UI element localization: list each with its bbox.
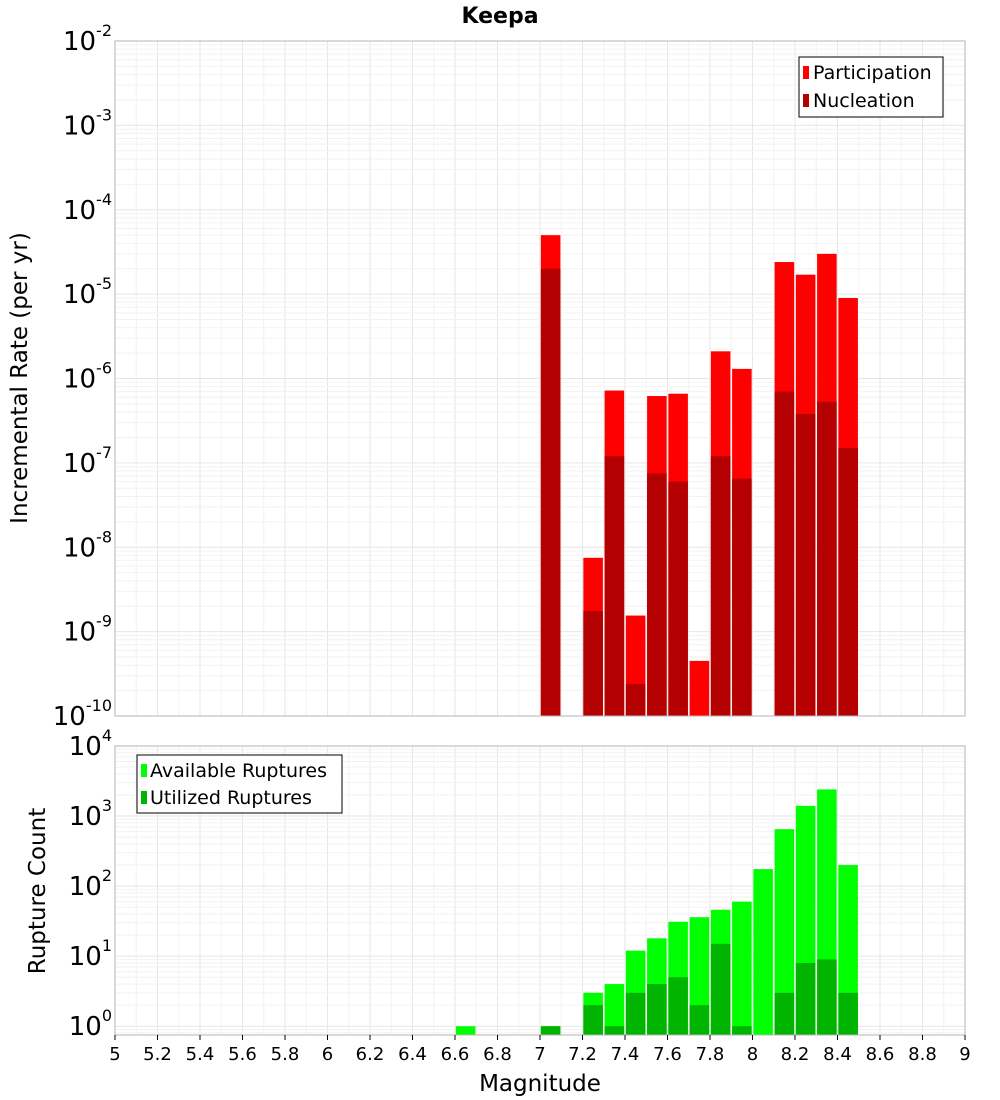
y-tick-label: 10-4: [63, 190, 112, 226]
utilized-ruptures-legend-swatch: [141, 791, 147, 804]
y-tick-label: 100: [69, 1006, 112, 1042]
utilized-ruptures-bar: [838, 992, 858, 1035]
utilized-ruptures-bar: [604, 1026, 625, 1035]
participation-legend-swatch: [803, 66, 809, 79]
rate-bars: [540, 235, 858, 716]
rupture-count-panel: 104 103 102 101 100 5 5.2 5.4 5.6 5.8 6 6.2 6.4 6.6 6…: [25, 726, 971, 1097]
y-tick-label: 103: [69, 796, 112, 832]
utilized-ruptures-bar: [668, 977, 688, 1035]
available-ruptures-bar: [604, 984, 625, 1035]
available-ruptures-bar: [455, 1026, 476, 1035]
magnitude-x-ticks: 5 5.2 5.4 5.6 5.8 6 6.2 6.4 6.6 6.8 7 7.2 7.4 7.6 7.8 8…: [109, 1035, 971, 1065]
rate-y-axis-label: Incremental Rate (per yr): [7, 232, 33, 524]
x-tick-label: 6.8: [483, 1044, 512, 1065]
utilized-ruptures-legend-label: Utilized Ruptures: [150, 787, 312, 809]
x-tick-label: 5.8: [271, 1044, 300, 1065]
y-tick-label: 10-8: [63, 527, 112, 563]
x-tick-label: 6: [322, 1044, 333, 1065]
x-tick-label: 8.2: [781, 1044, 810, 1065]
y-tick-label: 10-2: [63, 21, 112, 57]
utilized-ruptures-bar: [689, 1005, 710, 1035]
utilized-ruptures-bar: [817, 959, 837, 1035]
nucleation-bar: [817, 401, 837, 716]
nucleation-bar: [647, 473, 667, 716]
y-tick-label: 104: [69, 726, 112, 762]
x-tick-label: 6.4: [398, 1044, 427, 1065]
utilized-ruptures-bar: [625, 992, 646, 1035]
x-tick-label: 8: [747, 1044, 758, 1065]
rupture-y-ticks: 104 103 102 101 100: [69, 726, 112, 1042]
x-tick-label: 6.2: [356, 1044, 385, 1065]
participation-legend-label: Participation: [813, 62, 932, 84]
y-tick-label: 10-7: [63, 443, 112, 479]
rupture-bars: [455, 789, 858, 1035]
available-ruptures-legend-label: Available Ruptures: [150, 760, 327, 782]
rate-legend: Participation Nucleation: [798, 56, 944, 118]
rate-panel: 10-2 10-3 10-4 10-5 10-6 10-7 10-8 10-9 10-10 In…: [7, 21, 966, 732]
y-tick-label: 10-9: [63, 612, 112, 648]
x-tick-label: 6.6: [441, 1044, 470, 1065]
nucleation-bar: [604, 456, 625, 716]
nucleation-bar: [795, 413, 816, 716]
chart-title: Keepa: [461, 4, 538, 29]
x-tick-label: 7.4: [611, 1044, 640, 1065]
available-ruptures-bar: [774, 829, 795, 1035]
y-tick-label: 102: [69, 866, 112, 902]
utilized-ruptures-bar: [710, 943, 731, 1035]
nucleation-bar: [732, 478, 752, 716]
y-tick-label: 10-10: [53, 696, 112, 732]
rupture-legend: Available Ruptures Utilized Ruptures: [136, 754, 343, 814]
available-ruptures-bar: [753, 869, 773, 1035]
y-tick-label: 10-6: [63, 359, 112, 395]
nucleation-bar: [625, 683, 646, 716]
x-tick-label: 7.6: [653, 1044, 682, 1065]
x-tick-label: 9: [959, 1044, 970, 1065]
nucleation-legend-label: Nucleation: [813, 90, 915, 112]
x-tick-label: 8.4: [823, 1044, 852, 1065]
nucleation-bar: [540, 268, 561, 716]
nucleation-bar: [838, 448, 858, 716]
utilized-ruptures-bar: [583, 1005, 603, 1035]
x-tick-label: 5.4: [186, 1044, 215, 1065]
nucleation-legend-swatch: [803, 94, 809, 107]
utilized-ruptures-bar: [795, 962, 816, 1035]
participation-bar: [689, 660, 710, 716]
nucleation-bar: [710, 456, 731, 716]
x-tick-label: 5: [109, 1044, 120, 1065]
available-ruptures-bar: [838, 865, 858, 1035]
x-tick-label: 7.2: [568, 1044, 597, 1065]
nucleation-bar: [668, 481, 688, 716]
x-tick-label: 7.8: [696, 1044, 725, 1065]
rate-y-ticks: 10-2 10-3 10-4 10-5 10-6 10-7 10-8 10-9 10-10: [53, 21, 112, 732]
x-tick-label: 5.6: [228, 1044, 257, 1065]
nucleation-bar: [774, 391, 795, 716]
magnitude-x-axis-label: Magnitude: [479, 1071, 601, 1097]
available-ruptures-bar: [732, 901, 752, 1035]
x-tick-label: 5.2: [143, 1044, 172, 1065]
rate-gridlines: [114, 40, 966, 717]
utilized-ruptures-bar: [732, 1026, 752, 1035]
x-tick-label: 8.6: [866, 1044, 895, 1065]
utilized-ruptures-bar: [774, 992, 795, 1035]
utilized-ruptures-bar: [647, 984, 667, 1035]
rupture-y-axis-label: Rupture Count: [25, 808, 51, 974]
y-tick-label: 10-5: [63, 274, 112, 310]
y-tick-label: 10-3: [63, 105, 112, 141]
x-tick-label: 7: [534, 1044, 545, 1065]
y-tick-label: 101: [69, 936, 112, 972]
nucleation-bar: [583, 611, 603, 716]
x-tick-label: 8.8: [908, 1044, 937, 1065]
available-ruptures-legend-swatch: [141, 764, 147, 777]
utilized-ruptures-bar: [540, 1026, 561, 1035]
